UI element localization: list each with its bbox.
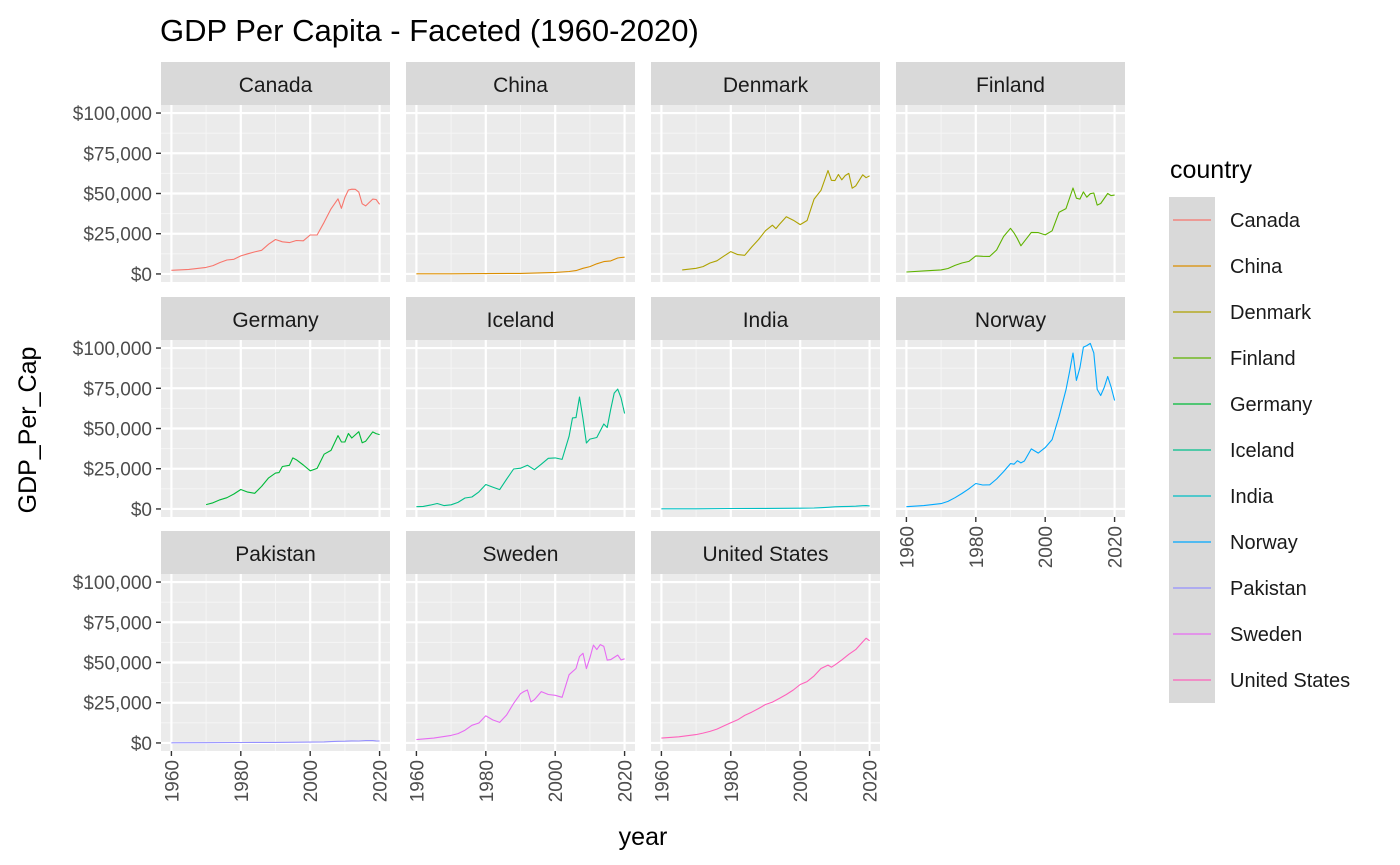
series-line-iceland	[416, 388, 626, 508]
y-tick-label: $75,000	[83, 379, 152, 400]
facet-strip-canada	[161, 62, 390, 105]
facet-strip-label-china: China	[493, 74, 548, 97]
series-line-finland	[906, 187, 1115, 273]
legend-label-norway: Norway	[1230, 532, 1298, 554]
y-axis-title-text: GDP_Per_Cap	[14, 347, 42, 514]
facet-strip-label-denmark: Denmark	[723, 74, 809, 97]
y-tick-label: $100,000	[73, 339, 152, 360]
y-tick-label: $25,000	[83, 694, 152, 715]
legend-label-china: China	[1230, 256, 1283, 278]
facet-panel-sweden: Sweden 1960 1980 2000 2020	[406, 531, 637, 802]
legend-label-iceland: Iceland	[1230, 440, 1295, 462]
series-line-india	[661, 505, 870, 510]
facet-strip-china	[406, 62, 635, 105]
facet-strip-pakistan	[161, 531, 390, 574]
legend-label-india: India	[1230, 486, 1274, 508]
y-tick-label: $0	[131, 265, 152, 286]
y-tick-label: $100,000	[73, 573, 152, 594]
y-tick-label: $50,000	[83, 420, 152, 441]
facet-strip-label-finland: Finland	[976, 74, 1045, 97]
facet-panel-finland: Finland	[896, 62, 1125, 282]
y-tick-label: $0	[131, 734, 152, 755]
legend: country Canada China Denmark Finland Germany I…	[1169, 156, 1350, 703]
facet-strip-finland	[896, 62, 1125, 105]
facet-panel-canada: Canada $0 $25,000 $50,000 $75,000 $100,000	[73, 62, 390, 286]
facet-strip-united-states	[651, 531, 880, 574]
y-tick-label: $75,000	[83, 144, 152, 165]
series-line-sweden	[416, 644, 625, 741]
y-tick-label: $25,000	[83, 460, 152, 481]
facet-strip-label-norway: Norway	[975, 309, 1047, 332]
y-axis-title: GDP_Per_Cap	[14, 347, 42, 514]
y-tick-label: $0	[131, 500, 152, 521]
x-tick-label: 1960	[897, 526, 918, 568]
facet-strip-label-iceland: Iceland	[487, 309, 555, 332]
y-tick-label: $50,000	[83, 654, 152, 675]
facet-strip-iceland	[406, 297, 635, 340]
x-tick-label: 1960	[162, 760, 183, 802]
facet-strip-india	[651, 297, 880, 340]
facet-strip-label-sweden: Sweden	[483, 543, 559, 566]
facet-strip-sweden	[406, 531, 635, 574]
legend-label-canada: Canada	[1230, 210, 1301, 232]
facet-strip-label-pakistan: Pakistan	[235, 543, 316, 566]
facet-panel-denmark: Denmark	[651, 62, 880, 282]
x-tick-label: 1980	[232, 760, 253, 802]
y-tick-label: $50,000	[83, 185, 152, 206]
facet-strip-label-germany: Germany	[232, 309, 319, 332]
facet-panel-iceland: Iceland	[406, 297, 635, 517]
facet-panel-germany: Germany $0 $25,000 $50,000 $75,000 $100,000	[73, 297, 390, 521]
x-axis-title: year	[619, 823, 668, 851]
x-tick-label: 2020	[1106, 526, 1127, 568]
legend-label-pakistan: Pakistan	[1230, 578, 1307, 600]
facet-panel-pakistan: Pakistan $0 $25,000 $50,000 $75,000 $100,000 1…	[73, 531, 392, 802]
legend-label-denmark: Denmark	[1230, 302, 1312, 324]
series-line-germany	[205, 431, 380, 506]
x-tick-label: 1980	[967, 526, 988, 568]
series-line-denmark	[682, 169, 870, 271]
series-line-canada	[171, 188, 381, 271]
series-line-pakistan	[171, 740, 380, 744]
chart-title: GDP Per Capita - Faceted (1960-2020)	[160, 13, 699, 48]
facet-panel-india: India	[651, 297, 880, 517]
legend-label-germany: Germany	[1230, 394, 1312, 416]
x-tick-label: 2020	[861, 760, 882, 802]
series-line-united-states	[661, 637, 870, 739]
legend-label-united-states: United States	[1230, 670, 1350, 692]
x-tick-label: 1980	[477, 760, 498, 802]
facet-panel-united-states: United States 1960 1980 2000 2020	[651, 531, 882, 802]
x-tick-label: 2000	[791, 760, 812, 802]
facet-strip-label-canada: Canada	[239, 74, 313, 97]
y-tick-label: $25,000	[83, 225, 152, 246]
legend-label-finland: Finland	[1230, 348, 1296, 370]
y-tick-label: $75,000	[83, 613, 152, 634]
series-line-norway	[906, 342, 1116, 508]
x-tick-label: 2020	[616, 760, 637, 802]
x-tick-label: 2000	[546, 760, 567, 802]
facet-panel-china: China	[406, 62, 635, 282]
facet-strip-norway	[896, 297, 1125, 340]
x-tick-label: 1980	[722, 760, 743, 802]
x-tick-label: 2000	[1036, 526, 1057, 568]
x-tick-label: 2020	[371, 760, 392, 802]
x-tick-label: 1960	[652, 760, 673, 802]
legend-title: country	[1170, 156, 1252, 184]
x-tick-label: 1960	[407, 760, 428, 802]
facet-strip-denmark	[651, 62, 880, 105]
facet-strip-label-india: India	[743, 309, 789, 332]
y-tick-label: $100,000	[73, 104, 152, 125]
series-line-china	[416, 256, 625, 275]
x-tick-label: 2000	[301, 760, 322, 802]
facet-panel-norway: Norway 1960 1980 2000 2020	[896, 297, 1127, 568]
facet-strip-label-united-states: United States	[702, 543, 828, 566]
facet-strip-germany	[161, 297, 390, 340]
facet-panels: Canada $0 $25,000 $50,000 $75,000 $100,000 Chi…	[73, 62, 1127, 802]
legend-label-sweden: Sweden	[1230, 624, 1302, 646]
